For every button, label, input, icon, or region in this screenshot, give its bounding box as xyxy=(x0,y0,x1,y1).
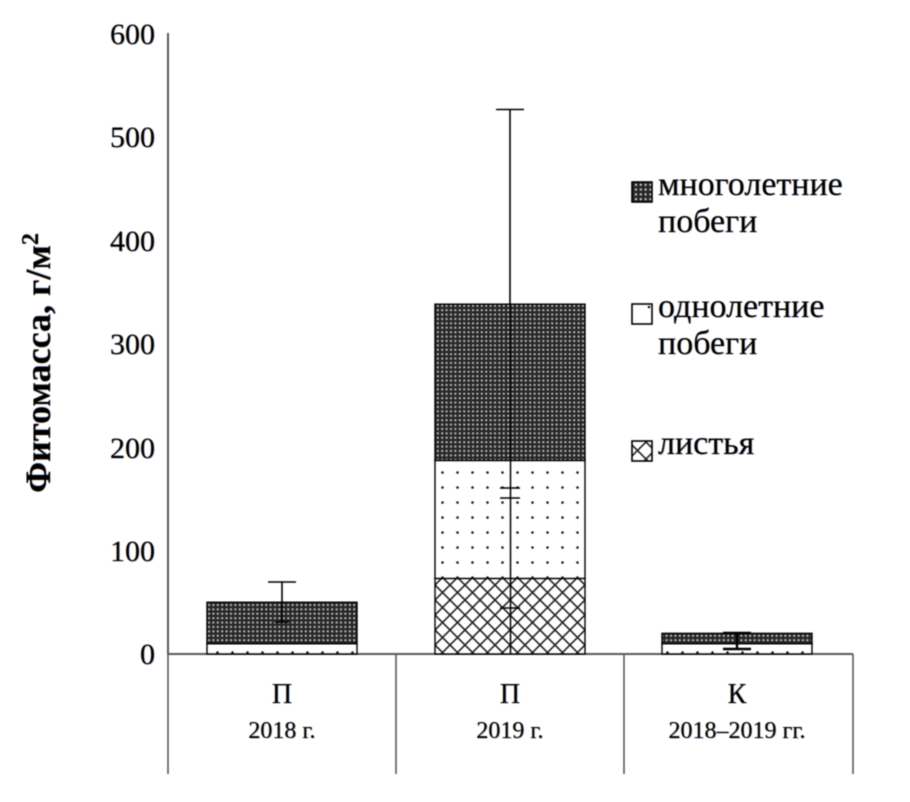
svg-text:многолетние: многолетние xyxy=(658,166,843,203)
svg-text:П: П xyxy=(272,679,292,710)
svg-text:200: 200 xyxy=(110,432,155,465)
svg-text:2019 г.: 2019 г. xyxy=(476,718,543,744)
svg-text:300: 300 xyxy=(110,328,155,361)
svg-text:листья: листья xyxy=(658,425,755,462)
svg-text:К: К xyxy=(728,679,747,710)
svg-text:побеги: побеги xyxy=(658,325,757,362)
svg-text:100: 100 xyxy=(110,535,155,568)
svg-text:побеги: побеги xyxy=(658,203,757,240)
svg-text:Фитомасса, г/м2: Фитомасса, г/м2 xyxy=(18,233,58,493)
svg-text:2018–2019 гг.: 2018–2019 гг. xyxy=(669,718,806,744)
svg-text:500: 500 xyxy=(110,121,155,154)
svg-text:0: 0 xyxy=(140,638,155,671)
svg-text:П: П xyxy=(500,679,520,710)
svg-text:600: 600 xyxy=(110,18,155,51)
svg-text:400: 400 xyxy=(110,225,155,258)
svg-text:однолетние: однолетние xyxy=(658,288,824,325)
svg-text:2018 г.: 2018 г. xyxy=(248,718,315,744)
